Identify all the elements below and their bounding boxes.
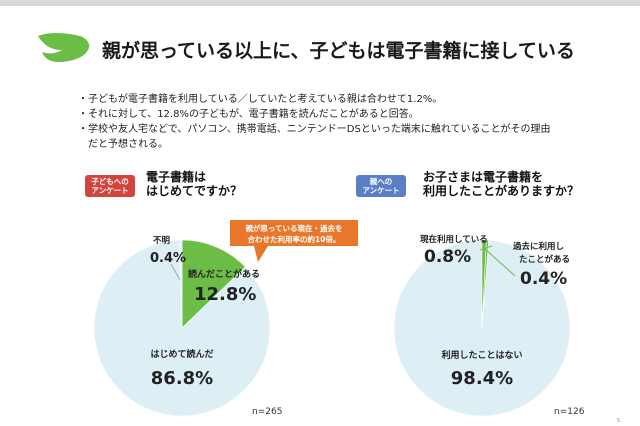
callout-line: 親が思っている現在・過去を — [245, 223, 342, 233]
pie-slice-value: 0.8% — [424, 247, 471, 267]
pie-slice-label: 利用したことはない — [440, 349, 522, 361]
top-bar — [0, 0, 640, 6]
sample-size-left: n=265 — [252, 407, 283, 417]
pie-slice-label: 現在利用している — [420, 234, 488, 245]
bullet-item: 子どもが電子書籍を利用している／していたと考えている親は合わせて1.2%。 — [78, 92, 558, 107]
right-pie-chart — [393, 239, 571, 417]
pie-slice-label: 不明 — [153, 236, 171, 246]
left-pie-chart — [93, 239, 271, 417]
callout-line: 合わせた利用率の約10倍。 — [248, 234, 341, 244]
green-wing-icon — [38, 33, 90, 62]
page-title: 親が思っている以上に、子どもは電子書籍に接している — [102, 40, 575, 62]
pie-slice — [481, 239, 489, 329]
pie-slice-label: はじめて読んだ — [150, 348, 213, 360]
pie-slice-label: たことがある — [519, 254, 570, 265]
pie-slice — [179, 239, 183, 329]
bullet-item: 学校や友人宅などで、パソコン、携帯電話、ニンテンドーDSといった端末に触れている… — [78, 122, 558, 152]
pie-slice-value: 0.4% — [150, 251, 186, 266]
pie-slice — [181, 239, 246, 329]
pie-slice-label: 読んだことがある — [188, 268, 260, 280]
child-survey-badge: 子どもへの アンケート — [85, 175, 135, 197]
bullet-list: 子どもが電子書籍を利用している／していたと考えている親は合わせて1.2%。 それ… — [78, 92, 558, 152]
page-number: 5 — [617, 418, 621, 424]
leader-line — [170, 263, 181, 281]
callout-bubble: 親が思っている現在・過去を 合わせた利用率の約10倍。 — [230, 220, 358, 262]
pie-slice-value: 98.4% — [451, 368, 513, 389]
pie-slice-value: 86.8% — [151, 368, 213, 389]
bullet-item: それに対して、12.8%の子どもが、電子書籍を読んだことがあると回答。 — [78, 107, 558, 122]
right-question: お子さまは電子書籍を 利用したことがありますか？ — [423, 170, 580, 198]
pie-slice-label: 過去に利用し — [512, 241, 564, 252]
leader-line — [483, 247, 516, 277]
leader-line — [479, 245, 493, 251]
parent-survey-badge: 親への アンケート — [356, 175, 406, 197]
sample-size-right: n=126 — [554, 407, 585, 417]
pie-slice-value: 12.8% — [194, 284, 256, 305]
pie-slice-value: 0.4% — [520, 269, 567, 289]
left-question: 電子書籍は はじめてですか？ — [146, 170, 243, 198]
